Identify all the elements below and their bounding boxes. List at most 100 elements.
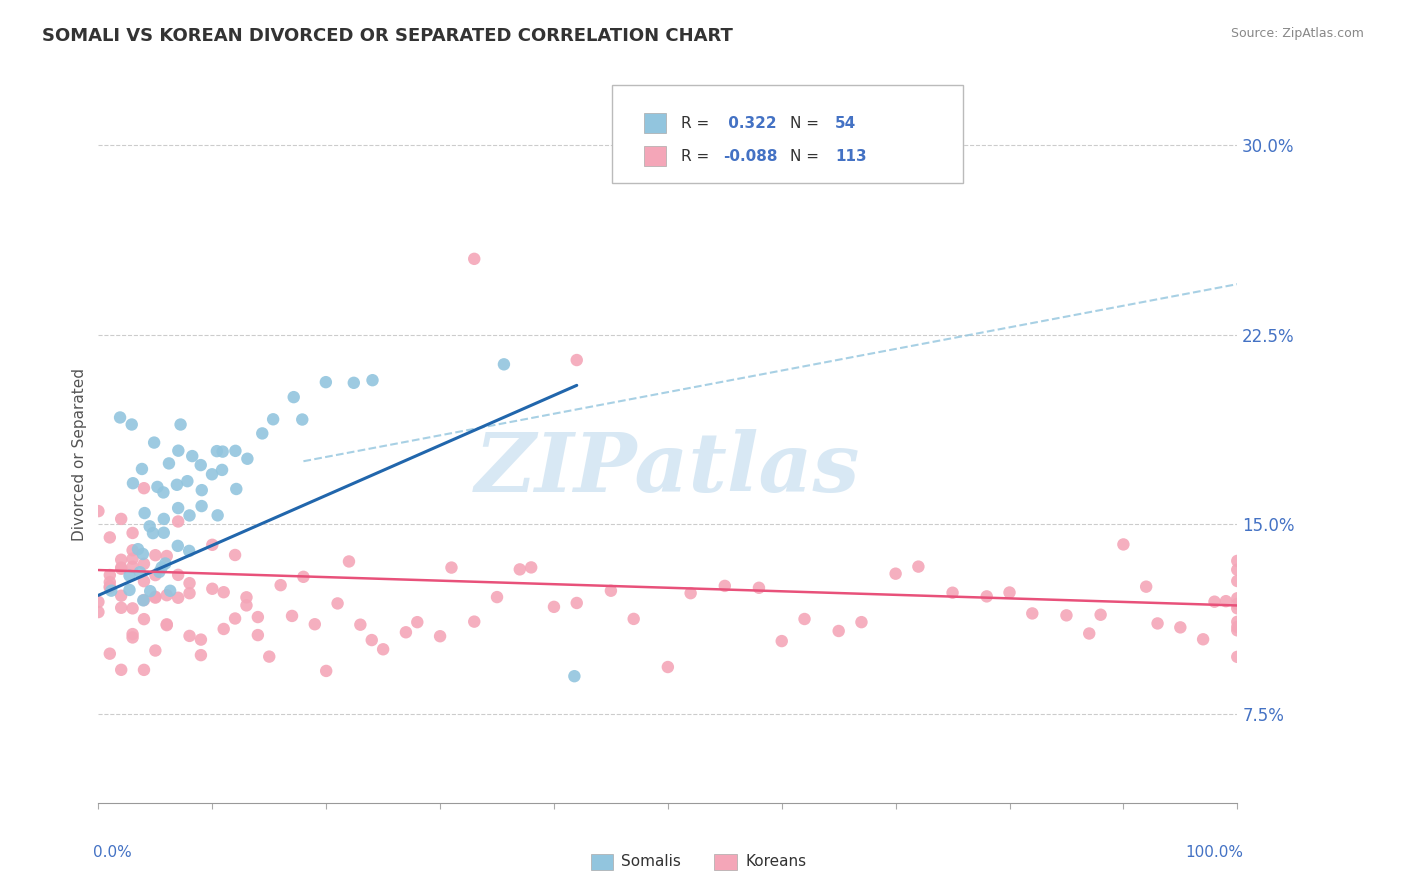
Point — [283, 390, 305, 404]
Text: 113: 113 — [835, 149, 866, 163]
Point — [201, 467, 224, 482]
Point — [179, 508, 201, 523]
Point — [623, 612, 645, 626]
Point — [509, 562, 531, 576]
Point — [153, 512, 176, 526]
Point — [98, 647, 121, 661]
Point — [360, 633, 382, 648]
Point — [121, 627, 143, 641]
Point — [315, 664, 337, 678]
Point — [98, 530, 121, 544]
Point — [224, 611, 246, 625]
Point — [156, 549, 179, 563]
Point — [463, 615, 485, 629]
Point — [1215, 594, 1237, 608]
Point — [349, 617, 371, 632]
Text: R =: R = — [681, 149, 714, 163]
Point — [235, 599, 257, 613]
Point — [224, 548, 246, 562]
Point — [139, 584, 162, 599]
Point — [315, 375, 337, 389]
Point — [1146, 616, 1168, 631]
Text: N =: N = — [790, 116, 824, 130]
Point — [976, 590, 998, 604]
Text: Koreans: Koreans — [745, 855, 806, 869]
Point — [167, 501, 190, 516]
Point — [181, 449, 204, 463]
Point — [191, 483, 214, 497]
Point — [270, 578, 292, 592]
Text: Source: ZipAtlas.com: Source: ZipAtlas.com — [1230, 27, 1364, 40]
Point — [211, 463, 233, 477]
Point — [337, 554, 360, 568]
Point — [1226, 597, 1249, 611]
Point — [292, 570, 315, 584]
Point — [118, 582, 141, 597]
Point — [118, 568, 141, 582]
Point — [156, 618, 179, 632]
Point — [121, 601, 143, 615]
Point — [492, 357, 515, 371]
Point — [98, 575, 121, 590]
Point — [224, 443, 246, 458]
Point — [1078, 626, 1101, 640]
Point — [179, 576, 201, 591]
Point — [145, 548, 167, 562]
Point — [520, 560, 543, 574]
Point — [361, 373, 384, 387]
Point — [851, 615, 873, 629]
Point — [1170, 620, 1192, 634]
Point — [259, 649, 281, 664]
Point — [98, 581, 121, 595]
Point — [110, 553, 132, 567]
Point — [1112, 537, 1135, 551]
Point — [110, 600, 132, 615]
Point — [166, 539, 188, 553]
Point — [212, 585, 235, 599]
Point — [132, 574, 155, 589]
Point — [132, 612, 155, 626]
Point — [600, 583, 623, 598]
Point — [1135, 580, 1157, 594]
Point — [207, 508, 229, 523]
Point — [167, 515, 190, 529]
Point — [159, 583, 181, 598]
Point — [157, 457, 180, 471]
Point — [152, 525, 174, 540]
Y-axis label: Divorced or Separated: Divorced or Separated — [72, 368, 87, 541]
Point — [142, 526, 165, 541]
Point — [440, 560, 463, 574]
Point — [110, 589, 132, 603]
Point — [145, 643, 167, 657]
Point — [246, 610, 269, 624]
Point — [1226, 620, 1249, 634]
Text: Somalis: Somalis — [621, 855, 682, 869]
Point — [132, 547, 155, 561]
Point — [679, 586, 702, 600]
Point — [155, 557, 177, 571]
Point — [134, 506, 156, 520]
Point — [281, 608, 304, 623]
Point — [110, 560, 132, 574]
Point — [205, 444, 228, 458]
Point — [156, 588, 179, 602]
Text: SOMALI VS KOREAN DIVORCED OR SEPARATED CORRELATION CHART: SOMALI VS KOREAN DIVORCED OR SEPARATED C… — [42, 27, 733, 45]
Point — [486, 590, 509, 604]
Point — [406, 615, 429, 629]
Point — [132, 557, 155, 571]
Point — [1226, 574, 1249, 588]
Point — [1226, 591, 1249, 606]
Text: N =: N = — [790, 149, 824, 163]
Point — [167, 443, 190, 458]
Point — [169, 417, 191, 432]
Point — [1090, 607, 1112, 622]
Point — [156, 617, 179, 632]
Point — [152, 485, 174, 500]
Point — [1204, 595, 1226, 609]
Text: R =: R = — [681, 116, 714, 130]
Point — [98, 568, 121, 582]
Point — [1192, 632, 1215, 647]
Point — [304, 617, 326, 632]
Point — [201, 582, 224, 596]
Point — [657, 660, 679, 674]
